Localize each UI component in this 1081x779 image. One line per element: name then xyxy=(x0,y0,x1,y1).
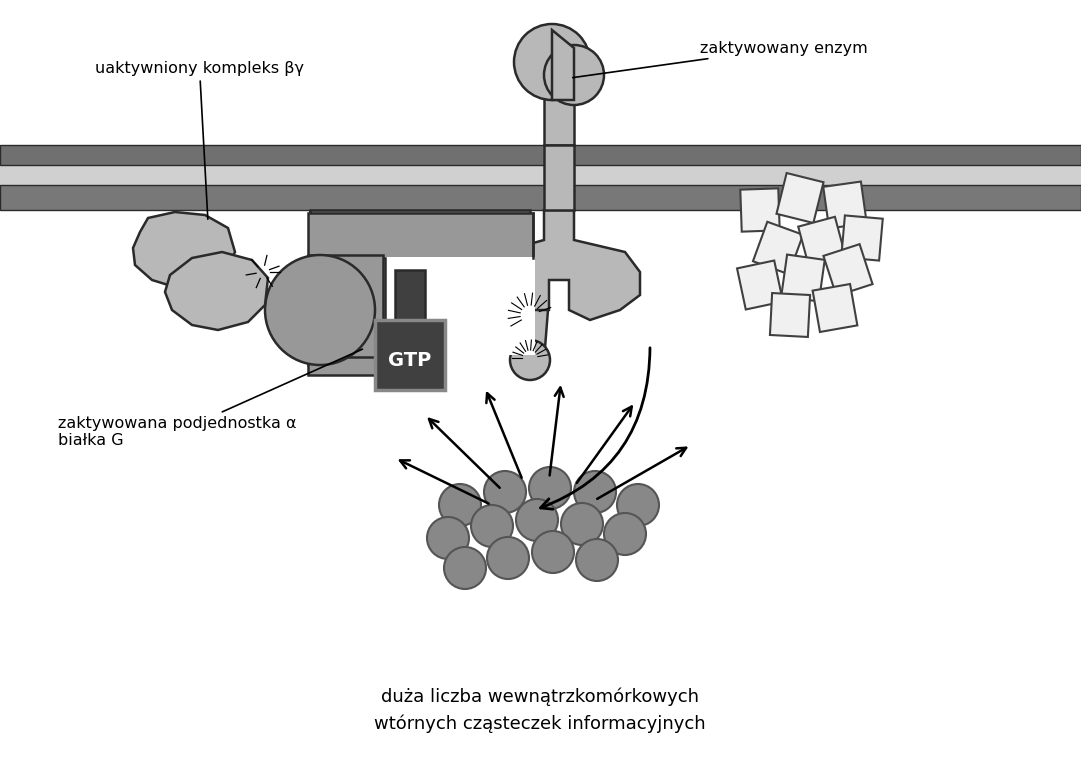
Circle shape xyxy=(513,24,590,100)
Circle shape xyxy=(427,517,469,559)
Bar xyxy=(0,185,1081,210)
Text: zaktywowany enzym: zaktywowany enzym xyxy=(573,41,868,78)
Bar xyxy=(740,189,779,231)
Circle shape xyxy=(561,503,603,545)
Bar xyxy=(841,216,883,261)
Bar xyxy=(824,244,872,296)
Circle shape xyxy=(484,471,526,513)
Circle shape xyxy=(510,340,550,380)
Circle shape xyxy=(265,255,375,365)
Bar xyxy=(385,257,535,355)
Circle shape xyxy=(516,499,558,541)
Polygon shape xyxy=(552,30,574,100)
Polygon shape xyxy=(310,210,381,330)
Polygon shape xyxy=(310,250,381,330)
Circle shape xyxy=(574,471,616,513)
Text: zaktywowana podjednostka α
białka G: zaktywowana podjednostka α białka G xyxy=(58,349,362,448)
Polygon shape xyxy=(512,310,548,348)
Bar xyxy=(824,182,867,228)
Polygon shape xyxy=(133,212,235,288)
Bar xyxy=(753,222,803,274)
Text: duża liczba wewnątrzkomórkowych
wtórnych cząsteczek informacyjnych: duża liczba wewnątrzkomórkowych wtórnych… xyxy=(374,687,706,733)
Polygon shape xyxy=(544,145,574,210)
Bar xyxy=(308,255,383,365)
Bar xyxy=(0,185,1081,210)
Bar xyxy=(776,173,824,223)
Circle shape xyxy=(488,537,529,579)
Bar xyxy=(0,145,1081,165)
Polygon shape xyxy=(475,210,640,320)
Bar xyxy=(308,213,533,258)
Bar xyxy=(737,260,783,309)
Circle shape xyxy=(529,467,571,509)
Text: GTP: GTP xyxy=(388,351,431,369)
Polygon shape xyxy=(310,210,530,260)
Circle shape xyxy=(617,484,659,526)
Bar xyxy=(798,217,845,267)
Circle shape xyxy=(471,505,513,547)
Circle shape xyxy=(532,531,574,573)
Circle shape xyxy=(544,45,604,105)
Polygon shape xyxy=(165,252,268,330)
Bar xyxy=(0,145,1081,165)
Bar xyxy=(813,284,857,332)
Bar xyxy=(782,255,825,301)
Text: uaktywniony kompleks βγ: uaktywniony kompleks βγ xyxy=(95,61,304,219)
Circle shape xyxy=(444,547,486,589)
Bar xyxy=(375,320,445,390)
Bar xyxy=(308,357,438,375)
Bar xyxy=(395,270,425,320)
Circle shape xyxy=(576,539,618,581)
Circle shape xyxy=(439,484,481,526)
Bar xyxy=(0,165,1081,185)
Bar xyxy=(770,293,810,337)
Polygon shape xyxy=(544,95,574,145)
Circle shape xyxy=(604,513,646,555)
